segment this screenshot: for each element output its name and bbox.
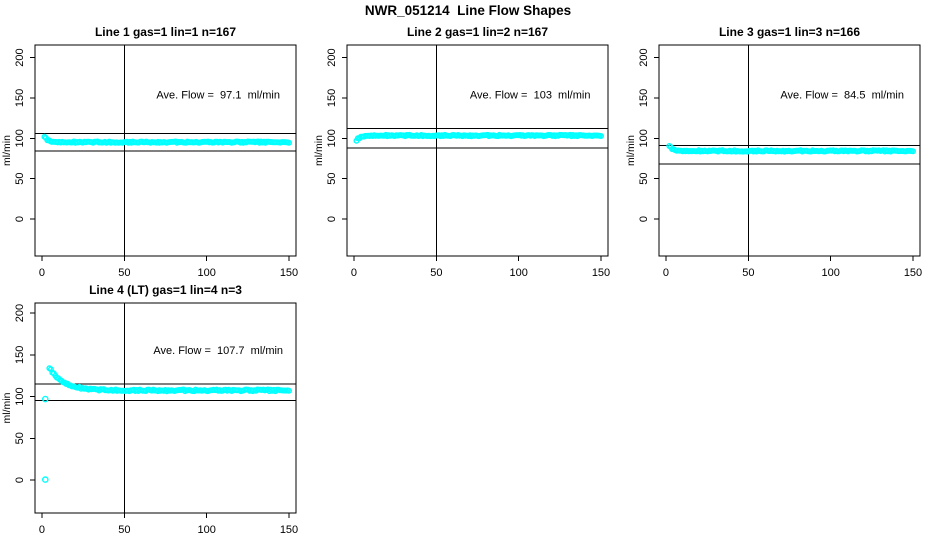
svg-text:0: 0 xyxy=(39,524,45,536)
data-series xyxy=(353,131,605,144)
x-axis: 0 50 100 150 xyxy=(39,256,298,279)
ave-flow-annotation: Ave. Flow = 107.7 ml/min xyxy=(153,345,283,357)
svg-text:200: 200 xyxy=(326,48,338,66)
reference-lines xyxy=(347,45,608,256)
panel-line-1: Line 1 gas=1 lin=1 n=167 0 50 100 150 0 50 100 1… xyxy=(1,25,298,279)
svg-text:100: 100 xyxy=(14,387,26,405)
svg-text:150: 150 xyxy=(14,89,26,107)
panel-line-2: Line 2 gas=1 lin=2 n=167 0 50 100 150 0 50 100 1… xyxy=(313,25,610,279)
svg-text:200: 200 xyxy=(14,48,26,66)
y-axis-title: ml/min xyxy=(1,392,13,423)
panel-title: Line 4 (LT) gas=1 lin=4 n=3 xyxy=(89,283,242,297)
svg-text:100: 100 xyxy=(14,129,26,147)
svg-text:50: 50 xyxy=(118,267,130,279)
data-series xyxy=(666,142,917,155)
x-axis: 0 50 100 150 xyxy=(663,256,922,279)
data-series xyxy=(41,133,293,146)
svg-text:50: 50 xyxy=(14,432,26,444)
panel-title: Line 1 gas=1 lin=1 n=167 xyxy=(95,25,236,39)
ave-flow-annotation: Ave. Flow = 103 ml/min xyxy=(470,90,591,102)
panel-title: Line 2 gas=1 lin=2 n=167 xyxy=(407,25,548,39)
data-series xyxy=(41,365,293,483)
svg-text:0: 0 xyxy=(638,216,650,222)
plot-box xyxy=(658,44,921,257)
svg-text:50: 50 xyxy=(638,173,650,185)
svg-text:50: 50 xyxy=(118,524,130,536)
svg-text:100: 100 xyxy=(197,524,215,536)
svg-text:100: 100 xyxy=(326,129,338,147)
x-axis: 0 50 100 150 xyxy=(351,256,610,279)
svg-text:100: 100 xyxy=(821,267,839,279)
y-axis: 0 50 100 150 200 xyxy=(14,304,35,483)
plot-box xyxy=(346,44,609,257)
svg-text:200: 200 xyxy=(638,48,650,66)
reference-lines xyxy=(35,303,296,513)
svg-text:150: 150 xyxy=(280,267,298,279)
svg-text:200: 200 xyxy=(14,304,26,322)
ave-flow-annotation: Ave. Flow = 84.5 ml/min xyxy=(780,90,904,102)
plot-box xyxy=(34,302,297,514)
svg-text:150: 150 xyxy=(592,267,610,279)
x-axis: 0 50 100 150 xyxy=(39,513,298,536)
figure-title: NWR_051214 Line Flow Shapes xyxy=(364,3,572,18)
plot-box xyxy=(34,44,297,257)
reference-lines xyxy=(35,45,296,256)
svg-text:100: 100 xyxy=(509,267,527,279)
svg-text:150: 150 xyxy=(14,346,26,364)
svg-text:100: 100 xyxy=(197,267,215,279)
svg-text:0: 0 xyxy=(663,267,669,279)
svg-text:0: 0 xyxy=(14,477,26,483)
svg-text:150: 150 xyxy=(904,267,922,279)
y-axis-title: ml/min xyxy=(313,135,325,166)
svg-text:50: 50 xyxy=(742,267,754,279)
svg-text:0: 0 xyxy=(39,267,45,279)
svg-text:150: 150 xyxy=(280,524,298,536)
svg-text:50: 50 xyxy=(430,267,442,279)
ave-flow-annotation: Ave. Flow = 97.1 ml/min xyxy=(156,90,280,102)
y-axis: 0 50 100 150 200 xyxy=(638,48,659,222)
svg-text:150: 150 xyxy=(638,89,650,107)
panel-title: Line 3 gas=1 lin=3 n=166 xyxy=(719,25,860,39)
y-axis-title: ml/min xyxy=(1,135,13,166)
svg-text:50: 50 xyxy=(14,173,26,185)
y-axis: 0 50 100 150 200 xyxy=(326,48,347,222)
svg-text:0: 0 xyxy=(326,216,338,222)
y-axis: 0 50 100 150 200 xyxy=(14,48,35,222)
panel-line-3: Line 3 gas=1 lin=3 n=166 0 50 100 150 0 50 100 1… xyxy=(625,25,922,279)
panel-line-4: Line 4 (LT) gas=1 lin=4 n=3 0 50 100 150 0 50 1… xyxy=(1,283,298,536)
y-axis-title: ml/min xyxy=(625,135,637,166)
svg-text:150: 150 xyxy=(326,89,338,107)
svg-text:100: 100 xyxy=(638,129,650,147)
svg-text:0: 0 xyxy=(14,216,26,222)
svg-text:0: 0 xyxy=(351,267,357,279)
svg-text:50: 50 xyxy=(326,173,338,185)
